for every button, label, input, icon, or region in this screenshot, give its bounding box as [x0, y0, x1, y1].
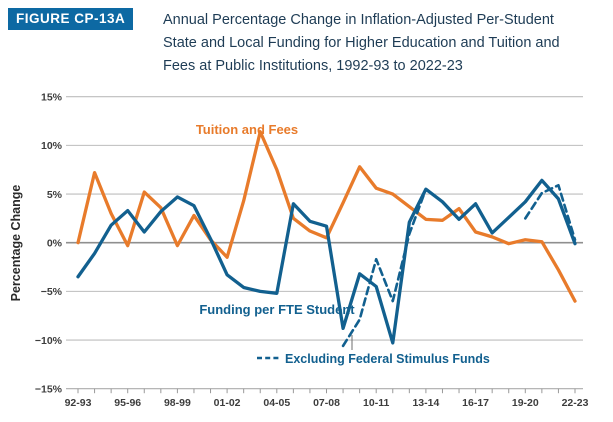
- figure-title-line-1: Annual Percentage Change in Inflation-Ad…: [163, 12, 554, 28]
- y-tick-label: −10%: [35, 335, 63, 347]
- x-axis-ticks: [77, 388, 576, 394]
- funding-line-label: Funding per FTE Student: [199, 302, 355, 317]
- figure-title-line-3: Fees at Public Institutions, 1992-93 to …: [163, 58, 463, 74]
- y-gridlines: [66, 96, 583, 390]
- stimulus-legend: Excluding Federal Stimulus Funds: [257, 352, 490, 366]
- y-tick-label: 0%: [47, 238, 63, 250]
- tuition-line-label: Tuition and Fees: [196, 122, 298, 137]
- tuition-and-fees-line: [76, 130, 577, 303]
- x-tick-label: 01-02: [214, 397, 241, 409]
- x-tick-label: 19-20: [512, 397, 539, 409]
- y-tick-label: −15%: [35, 384, 63, 396]
- x-axis-tick-labels: 92-93 95-96 98-99 01-02 04-05 07-08 10-11 13-14…: [65, 397, 589, 409]
- excluding-federal-stimulus-funds-line: [341, 187, 428, 348]
- x-tick-label: 13-14: [412, 397, 439, 409]
- x-tick-label: 04-05: [263, 397, 290, 409]
- figure-badge: FIGURE CP-13A: [8, 8, 134, 30]
- x-tick-label: 10-11: [363, 397, 389, 409]
- y-tick-label: 15%: [41, 92, 63, 104]
- figure-title: Annual Percentage Change in Inflation-Ad…: [163, 9, 605, 78]
- funding-per-fte-student-line: [76, 178, 577, 345]
- x-tick-label: 95-96: [114, 397, 141, 409]
- stimulus-legend-label: Excluding Federal Stimulus Funds: [285, 352, 490, 366]
- excluding-federal-stimulus-funds-line: [523, 183, 577, 242]
- x-tick-label: 22-23: [562, 397, 589, 409]
- y-tick-label: 10%: [41, 140, 63, 152]
- x-tick-label: 16-17: [462, 397, 489, 409]
- x-tick-label: 98-99: [164, 397, 191, 409]
- x-tick-label: 07-08: [313, 397, 340, 409]
- y-tick-label: 5%: [47, 189, 63, 201]
- y-tick-label: −5%: [41, 286, 63, 298]
- x-tick-label: 92-93: [65, 397, 92, 409]
- y-axis-title: Percentage Change: [9, 185, 23, 302]
- series-lines: [76, 130, 577, 348]
- figure-title-line-2: State and Local Funding for Higher Educa…: [163, 35, 560, 51]
- y-axis-tick-labels: 15% 10% 5% 0% −5% −10% −15%: [35, 92, 63, 396]
